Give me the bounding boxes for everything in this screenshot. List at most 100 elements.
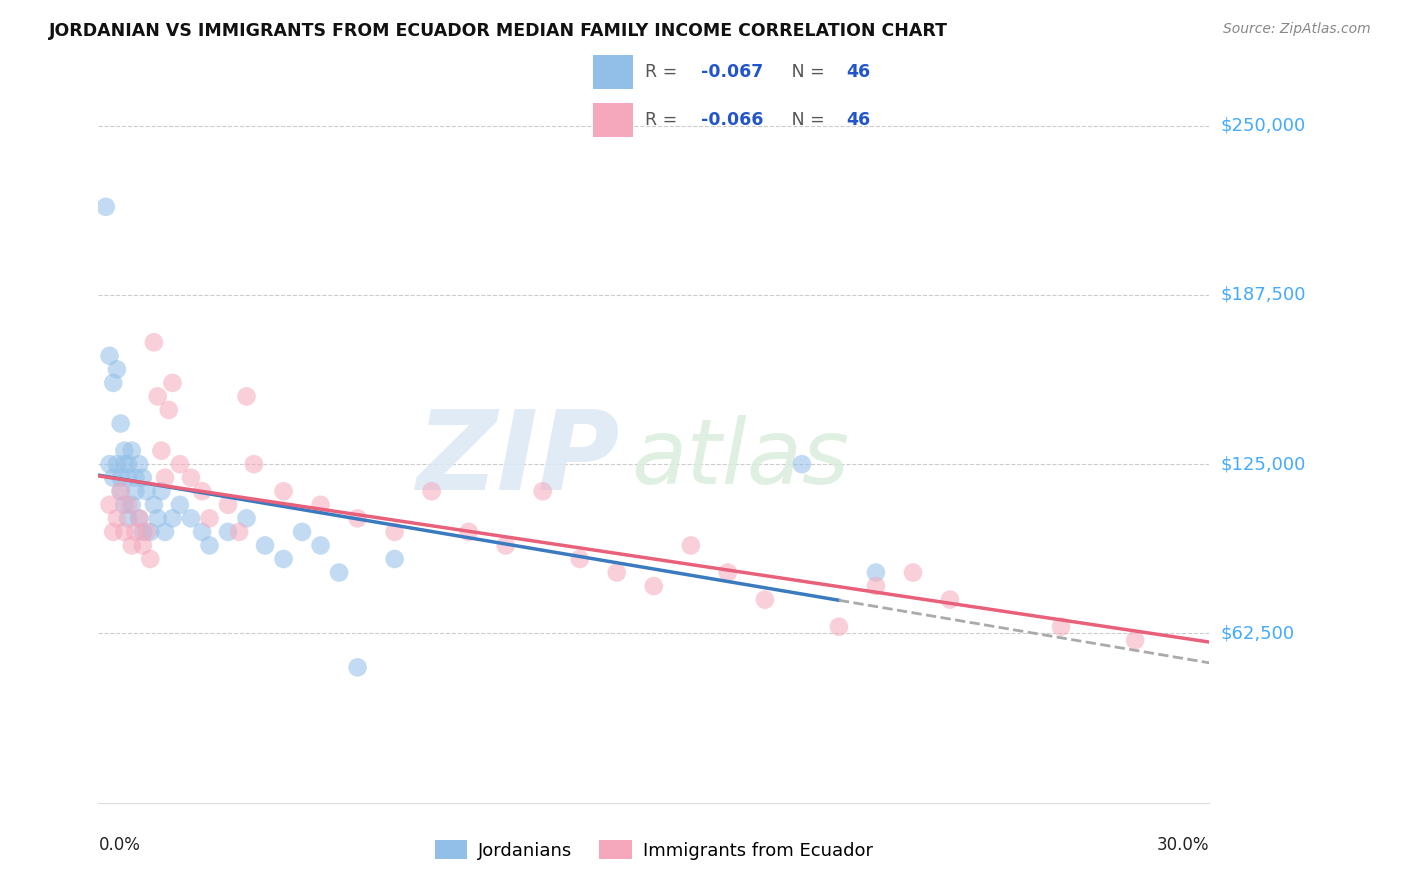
Legend: Jordanians, Immigrants from Ecuador: Jordanians, Immigrants from Ecuador <box>427 833 880 867</box>
Point <box>531 484 554 499</box>
Text: R =: R = <box>645 62 683 81</box>
Point <box>309 498 332 512</box>
Point <box>98 457 121 471</box>
Point <box>901 566 924 580</box>
Text: 30.0%: 30.0% <box>1157 836 1209 854</box>
Point <box>162 376 184 390</box>
Point <box>132 471 155 485</box>
Point <box>135 484 157 499</box>
Point <box>124 484 146 499</box>
Point <box>135 524 157 539</box>
Point <box>309 538 332 552</box>
Point <box>384 552 406 566</box>
Point <box>117 511 139 525</box>
Point <box>643 579 665 593</box>
Point <box>103 376 125 390</box>
Text: Source: ZipAtlas.com: Source: ZipAtlas.com <box>1223 22 1371 37</box>
Text: atlas: atlas <box>631 415 849 503</box>
Point <box>228 524 250 539</box>
Point <box>198 511 221 525</box>
Point <box>117 498 139 512</box>
Point <box>132 524 155 539</box>
Point <box>110 417 132 431</box>
Text: ZIP: ZIP <box>418 406 620 513</box>
Point <box>110 484 132 499</box>
Point <box>105 511 128 525</box>
Point <box>112 524 135 539</box>
Point <box>191 524 214 539</box>
Point <box>112 498 135 512</box>
Point <box>865 566 887 580</box>
Text: R =: R = <box>645 111 683 129</box>
Text: 0.0%: 0.0% <box>98 836 141 854</box>
Text: 46: 46 <box>846 111 870 129</box>
Point <box>273 484 295 499</box>
Point <box>146 511 169 525</box>
Point <box>235 389 257 403</box>
Point <box>105 457 128 471</box>
FancyBboxPatch shape <box>593 103 633 137</box>
Point <box>121 443 143 458</box>
Text: $125,000: $125,000 <box>1220 455 1306 473</box>
Text: $62,500: $62,500 <box>1220 624 1295 642</box>
Point <box>180 511 202 525</box>
Point <box>273 552 295 566</box>
Point <box>146 389 169 403</box>
Point <box>828 620 851 634</box>
Point <box>143 335 166 350</box>
Text: -0.067: -0.067 <box>702 62 763 81</box>
Point <box>162 511 184 525</box>
Point <box>150 443 173 458</box>
Point <box>939 592 962 607</box>
Point <box>128 511 150 525</box>
Point <box>217 524 239 539</box>
Text: N =: N = <box>775 111 831 129</box>
Point <box>110 471 132 485</box>
Point <box>384 524 406 539</box>
Text: -0.066: -0.066 <box>702 111 763 129</box>
Point <box>754 592 776 607</box>
Point <box>790 457 813 471</box>
Point <box>235 511 257 525</box>
Point <box>139 524 162 539</box>
Text: JORDANIAN VS IMMIGRANTS FROM ECUADOR MEDIAN FAMILY INCOME CORRELATION CHART: JORDANIAN VS IMMIGRANTS FROM ECUADOR MED… <box>49 22 948 40</box>
Point <box>124 471 146 485</box>
Point <box>112 457 135 471</box>
Point <box>157 403 180 417</box>
Point <box>169 457 191 471</box>
Text: N =: N = <box>775 62 831 81</box>
Point <box>169 498 191 512</box>
Point <box>865 579 887 593</box>
Point <box>124 524 146 539</box>
Point <box>117 457 139 471</box>
Point <box>110 484 132 499</box>
Point <box>346 511 368 525</box>
Point <box>150 484 173 499</box>
Point <box>217 498 239 512</box>
Text: 46: 46 <box>846 62 870 81</box>
Point <box>679 538 702 552</box>
Point <box>328 566 350 580</box>
Text: $250,000: $250,000 <box>1220 117 1306 135</box>
Point <box>1123 633 1146 648</box>
Point <box>132 538 155 552</box>
Point <box>420 484 443 499</box>
Point <box>198 538 221 552</box>
Point <box>121 538 143 552</box>
Point <box>98 498 121 512</box>
Point <box>121 498 143 512</box>
Point <box>98 349 121 363</box>
Point <box>191 484 214 499</box>
Point <box>243 457 266 471</box>
Point <box>117 471 139 485</box>
Point <box>291 524 314 539</box>
Point <box>105 362 128 376</box>
Point <box>495 538 517 552</box>
Point <box>94 200 117 214</box>
Point <box>568 552 591 566</box>
Point <box>128 511 150 525</box>
Point <box>346 660 368 674</box>
Point <box>103 524 125 539</box>
Point <box>153 524 176 539</box>
Point <box>139 552 162 566</box>
